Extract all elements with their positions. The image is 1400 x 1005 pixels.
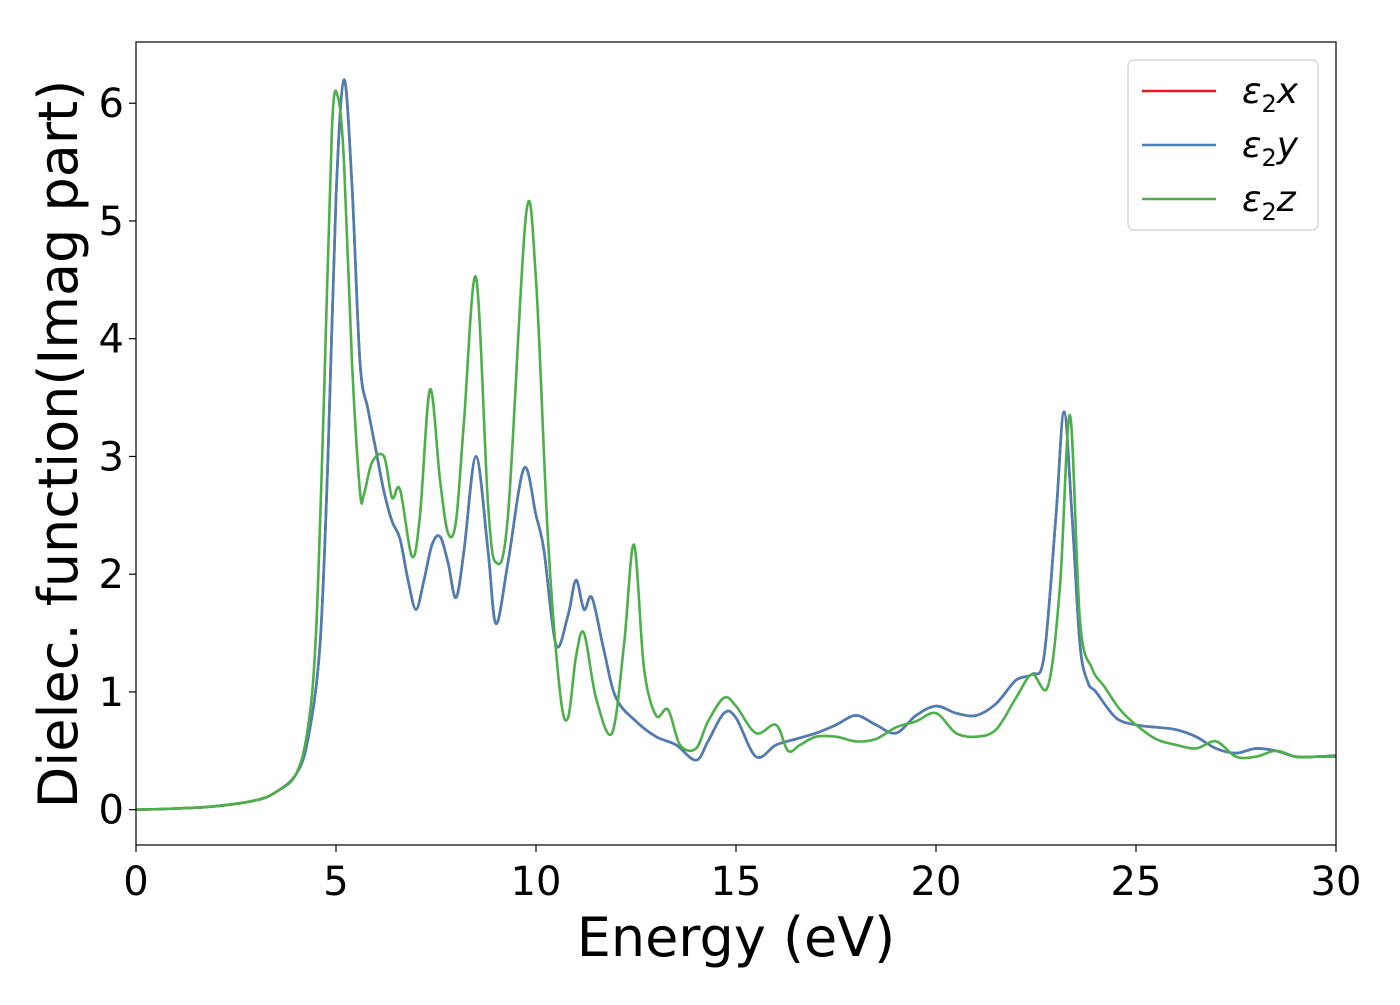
- x-tick-label: 30: [1311, 859, 1362, 905]
- x-tick-label: 15: [711, 859, 762, 905]
- y-tick-label: 1: [99, 670, 124, 716]
- y-tick-label: 5: [99, 199, 124, 245]
- x-axis: 0 5 10 15 20 25 30: [123, 845, 1361, 905]
- y-tick-label: 2: [99, 552, 124, 598]
- x-tick-label: 10: [511, 859, 562, 905]
- y-axis-title: Dielec. function(Imag part): [27, 80, 90, 809]
- y-tick-label: 6: [99, 81, 124, 127]
- y-tick-label: 3: [99, 434, 124, 480]
- x-tick-label: 5: [323, 859, 348, 905]
- legend-label-y: ε2y: [1242, 125, 1299, 172]
- y-tick-label: 0: [99, 788, 124, 834]
- legend-label-x: ε2x: [1242, 71, 1299, 118]
- series-line-y: [135, 78, 1337, 811]
- series-line-z: [135, 89, 1336, 811]
- legend-label-z: ε2z: [1242, 179, 1297, 226]
- x-tick-label: 25: [1111, 859, 1162, 905]
- x-tick-label: 0: [123, 859, 148, 905]
- legend: ε2x ε2y ε2z: [1127, 59, 1319, 231]
- series-layer: [135, 78, 1337, 811]
- x-axis-title: Energy (eV): [577, 906, 896, 969]
- legend-box: [1127, 59, 1319, 231]
- y-tick-label: 4: [99, 317, 124, 363]
- y-axis: 0 1 2 3 4 5 6: [99, 81, 136, 834]
- x-tick-label: 20: [911, 859, 962, 905]
